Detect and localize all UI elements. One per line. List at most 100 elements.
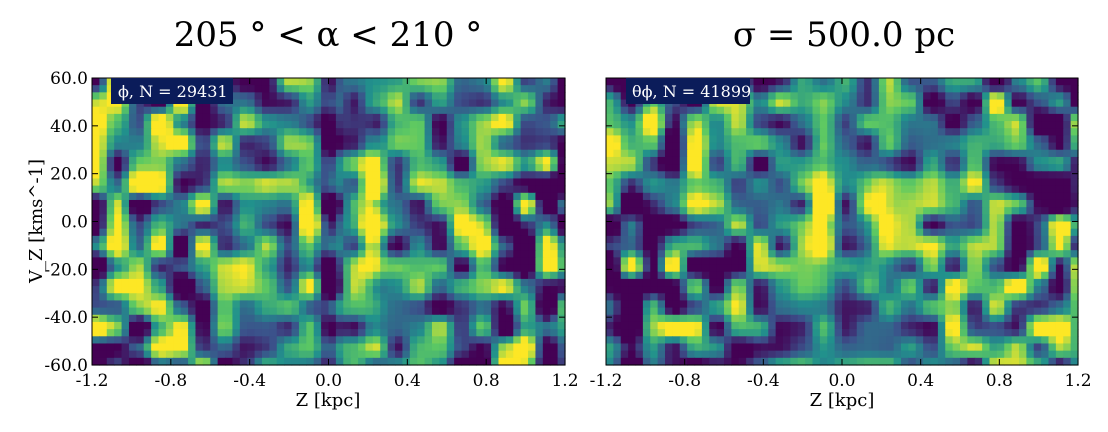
heatmap-cell bbox=[679, 314, 688, 323]
heatmap-cell bbox=[298, 228, 307, 237]
heatmap-cell bbox=[380, 243, 389, 251]
heatmap-cell bbox=[731, 221, 740, 230]
heatmap-cell bbox=[960, 199, 968, 208]
heatmap-cell bbox=[180, 106, 189, 115]
heatmap-cell bbox=[335, 92, 344, 101]
heatmap-cell bbox=[225, 214, 234, 223]
heatmap-cell bbox=[365, 128, 374, 136]
heatmap-cell bbox=[402, 307, 411, 316]
heatmap-cell bbox=[468, 278, 477, 287]
heatmap-cell bbox=[395, 271, 404, 280]
heatmap-cell bbox=[982, 185, 991, 194]
heatmap-cell bbox=[790, 178, 799, 187]
heatmap-cell bbox=[886, 329, 895, 337]
heatmap-cell bbox=[923, 329, 932, 337]
annotation-left: ϕ, N = 29431 bbox=[118, 82, 228, 101]
heatmap-cell bbox=[864, 321, 873, 330]
heatmap-cell bbox=[805, 264, 814, 273]
heatmap-cell bbox=[298, 278, 307, 287]
heatmap-cell bbox=[819, 329, 828, 337]
heatmap-cell bbox=[679, 164, 688, 172]
heatmap-cell bbox=[812, 286, 821, 294]
heatmap-cell bbox=[746, 78, 755, 86]
heatmap-cell bbox=[247, 207, 256, 215]
heatmap-cell bbox=[738, 164, 747, 172]
heatmap-cell bbox=[483, 99, 492, 108]
heatmap-cell bbox=[387, 257, 396, 266]
heatmap-cell bbox=[476, 113, 485, 122]
heatmap-cell bbox=[613, 243, 622, 251]
heatmap-cell bbox=[960, 336, 968, 345]
heatmap-cell bbox=[528, 78, 537, 86]
heatmap-cell bbox=[542, 350, 551, 359]
heatmap-cell bbox=[819, 221, 828, 230]
heatmap-cell bbox=[819, 78, 828, 86]
heatmap-cell bbox=[321, 257, 330, 266]
heatmap-cell bbox=[642, 286, 651, 294]
heatmap-cell bbox=[188, 221, 197, 230]
heatmap-cell bbox=[136, 113, 145, 122]
heatmap-cell bbox=[483, 271, 492, 280]
heatmap-cell bbox=[738, 178, 747, 187]
heatmap-cell bbox=[901, 78, 909, 86]
heatmap-cell bbox=[856, 178, 865, 187]
heatmap-cell bbox=[483, 214, 492, 223]
heatmap-cell bbox=[915, 286, 924, 294]
heatmap-cell bbox=[1041, 128, 1050, 136]
heatmap-cell bbox=[849, 192, 858, 201]
heatmap-cell bbox=[395, 300, 404, 309]
heatmap-cell bbox=[476, 85, 485, 93]
heatmap-cell bbox=[768, 321, 777, 330]
heatmap-cell bbox=[753, 164, 762, 172]
heatmap-cell bbox=[321, 293, 330, 302]
heatmap-cell bbox=[121, 185, 130, 194]
heatmap-cell bbox=[114, 214, 123, 223]
heatmap-panel-right: -1.2 -0.8 -0.4 0.0 0.4 0.8 1.2 θϕ, N = 41899 Z… bbox=[590, 77, 1092, 411]
heatmap-cell bbox=[542, 156, 551, 165]
heatmap-cell bbox=[402, 99, 411, 108]
heatmap-cell bbox=[628, 178, 637, 187]
heatmap-cell bbox=[613, 271, 622, 280]
heatmap-cell bbox=[468, 156, 477, 165]
heatmap-cell bbox=[276, 314, 285, 323]
heatmap-cell bbox=[92, 264, 100, 273]
heatmap-cell bbox=[365, 164, 374, 172]
heatmap-cell bbox=[557, 235, 566, 244]
heatmap-cell bbox=[513, 121, 522, 129]
heatmap-cell bbox=[642, 113, 651, 122]
heatmap-cell bbox=[550, 164, 559, 172]
heatmap-cell bbox=[365, 207, 374, 215]
heatmap-cell bbox=[915, 192, 924, 201]
heatmap-cell bbox=[439, 135, 448, 144]
heatmap-cell bbox=[550, 343, 559, 352]
heatmap-cell bbox=[321, 106, 330, 115]
heatmap-cell bbox=[395, 228, 404, 237]
heatmap-cell bbox=[753, 207, 762, 215]
heatmap-cell bbox=[856, 228, 865, 237]
heatmap-cell bbox=[269, 99, 278, 108]
heatmap-cell bbox=[724, 264, 732, 273]
heatmap-cell bbox=[298, 149, 307, 158]
heatmap-cell bbox=[491, 264, 500, 273]
heatmap-cell bbox=[716, 135, 725, 144]
heatmap-cell bbox=[989, 271, 998, 280]
heatmap-cell bbox=[856, 199, 865, 208]
heatmap-cell bbox=[520, 257, 529, 266]
heatmap-cell bbox=[760, 278, 769, 287]
heatmap-cell bbox=[106, 142, 115, 151]
heatmap-cell bbox=[642, 199, 651, 208]
heatmap-cell bbox=[937, 149, 946, 158]
heatmap-cell bbox=[812, 214, 821, 223]
heatmap-cell bbox=[225, 314, 234, 323]
heatmap-cell bbox=[665, 321, 673, 330]
heatmap-cell bbox=[261, 192, 270, 201]
heatmap-cell bbox=[114, 307, 123, 316]
heatmap-cell bbox=[1041, 243, 1050, 251]
heatmap-cell bbox=[261, 357, 270, 366]
heatmap-cell bbox=[343, 121, 352, 129]
heatmap-cell bbox=[1019, 264, 1027, 273]
heatmap-cell bbox=[842, 214, 850, 223]
heatmap-cell bbox=[468, 164, 477, 172]
heatmap-cell bbox=[424, 164, 433, 172]
heatmap-cell bbox=[694, 113, 703, 122]
